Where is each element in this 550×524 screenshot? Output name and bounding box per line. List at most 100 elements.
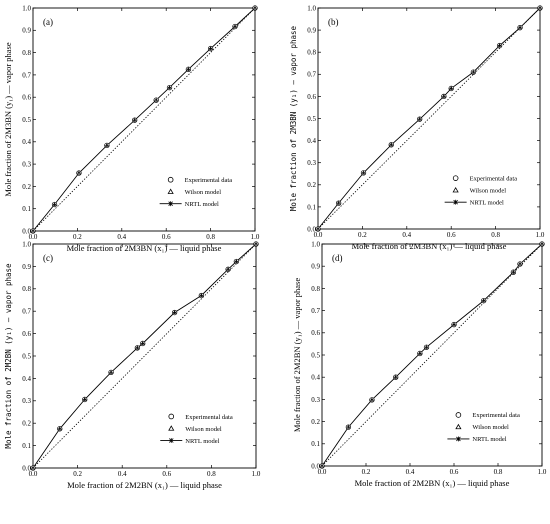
nrtl-marker: [449, 86, 453, 90]
x-axis-label: Mole fraction of 2M3BN (x₁) — liquid pha…: [67, 243, 222, 253]
legend-label: Wilson model: [470, 187, 507, 194]
x-tick-label: 0.4: [118, 470, 127, 478]
nrtl-marker: [346, 425, 350, 429]
legend: Experimental data Wilson model NRTL model: [160, 413, 233, 445]
data-point: [134, 345, 141, 351]
panel-label: (a): [43, 17, 53, 27]
legend-label: NRTL model: [185, 438, 219, 445]
data-point: [539, 241, 545, 247]
nrtl-marker: [77, 171, 81, 175]
data-point: [423, 344, 430, 350]
data-point: [104, 142, 110, 149]
x-tick-label: 1.0: [538, 468, 547, 476]
y-tick-label: 0.2: [311, 418, 320, 426]
legend-star-icon: [168, 201, 173, 207]
data-point: [388, 142, 394, 148]
y-tick-label: 0.8: [307, 49, 316, 57]
x-tick-label: 0.6: [162, 233, 171, 241]
data-point: [171, 309, 178, 316]
y-tick-label: 0.6: [311, 329, 320, 337]
data-point: [441, 93, 447, 100]
legend: Experimental data Wilson model NRTL model: [444, 175, 517, 206]
data-point: [537, 5, 543, 11]
y-tick-label: 1.0: [22, 4, 31, 12]
y-tick-label: 1.0: [311, 240, 320, 248]
nrtl-marker: [418, 351, 422, 355]
y-tick-label: 0.1: [307, 203, 316, 211]
data-point: [451, 321, 457, 328]
nrtl-marker: [226, 267, 230, 271]
nrtl-marker: [482, 299, 486, 303]
x-tick-label: 0.0: [29, 470, 38, 478]
x-axis-label: Mole fraction of 2M2BN (x₁) — liquid pha…: [67, 480, 222, 490]
legend-circle-icon: [455, 412, 462, 418]
y-tick-label: 1.0: [307, 4, 316, 12]
legend-triangle-icon: [168, 425, 175, 431]
y-tick-label: 0.8: [22, 285, 31, 293]
diagonal-reference-line: [321, 243, 543, 467]
data-point: [470, 69, 477, 75]
data-point: [417, 116, 423, 122]
data-point: [225, 266, 231, 272]
nrtl-marker: [199, 294, 203, 298]
legend-label: NRTL model: [470, 199, 504, 206]
y-tick-label: 0.2: [22, 183, 31, 191]
y-tick-label: 0.3: [22, 397, 31, 405]
data-point: [132, 117, 138, 123]
legend-triangle-icon: [455, 423, 462, 430]
legend: Experimental data Wilson model NRTL model: [447, 412, 520, 443]
nrtl-marker: [31, 466, 35, 470]
data-point: [166, 84, 173, 91]
nrtl-marker: [141, 341, 145, 345]
data-point: [76, 170, 82, 176]
x-tick-label: 0.2: [73, 470, 82, 478]
y-tick-label: 0.2: [22, 420, 31, 428]
x-tick-label: 0.8: [206, 233, 215, 241]
nrtl-marker: [425, 345, 428, 349]
x-tick-label: 1.0: [251, 233, 260, 241]
nrtl-marker: [168, 86, 172, 90]
y-tick-label: 0.9: [22, 263, 31, 271]
y-tick-label: 0.0: [22, 227, 31, 235]
legend-triangle-icon: [452, 186, 459, 193]
nrtl-marker: [233, 25, 237, 29]
y-tick-label: 0.1: [311, 440, 320, 448]
nrtl-marker: [362, 171, 366, 175]
x-tick-label: 0.2: [358, 231, 367, 239]
y-tick-label: 0.6: [22, 330, 31, 338]
y-tick-label: 0.7: [22, 308, 31, 316]
y-tick-label: 0.5: [307, 115, 316, 123]
data-point: [233, 258, 240, 265]
nrtl-marker: [394, 375, 398, 379]
nrtl-marker: [209, 47, 213, 51]
x-axis-label: Mole fraction of 2M2BN (x₁) — liquid pha…: [355, 478, 510, 488]
panel-label: (c): [43, 253, 53, 263]
legend-circle-icon: [452, 175, 459, 181]
data-point: [198, 292, 205, 299]
y-tick-label: 0.5: [22, 352, 31, 360]
y-tick-label: 0.2: [307, 181, 316, 189]
nrtl-marker: [518, 262, 522, 266]
y-tick-label: 0.5: [311, 351, 320, 359]
y-axis-label: Mole fraction of 2M2BN (y₁) — vapor phas…: [292, 278, 302, 433]
nrtl-marker: [498, 44, 502, 48]
data-point: [108, 369, 114, 376]
legend-label: Experimental data: [472, 412, 520, 419]
data-point: [82, 396, 88, 403]
data-point: [517, 25, 523, 31]
y-tick-label: 0.6: [307, 93, 316, 101]
y-tick-label: 0.4: [311, 374, 320, 382]
y-tick-label: 0.4: [22, 138, 31, 146]
x-tick-label: 0.6: [450, 468, 459, 476]
data-point: [30, 228, 36, 234]
nrtl-marker: [471, 70, 475, 74]
nrtl-marker: [58, 427, 62, 431]
nrtl-marker: [540, 242, 544, 246]
nrtl-marker: [538, 6, 542, 10]
nrtl-marker: [389, 143, 393, 147]
data-point: [140, 340, 146, 347]
nrtl-marker: [316, 227, 320, 231]
panel-label: (b): [328, 17, 339, 27]
x-tick-label: 0.0: [314, 231, 323, 239]
